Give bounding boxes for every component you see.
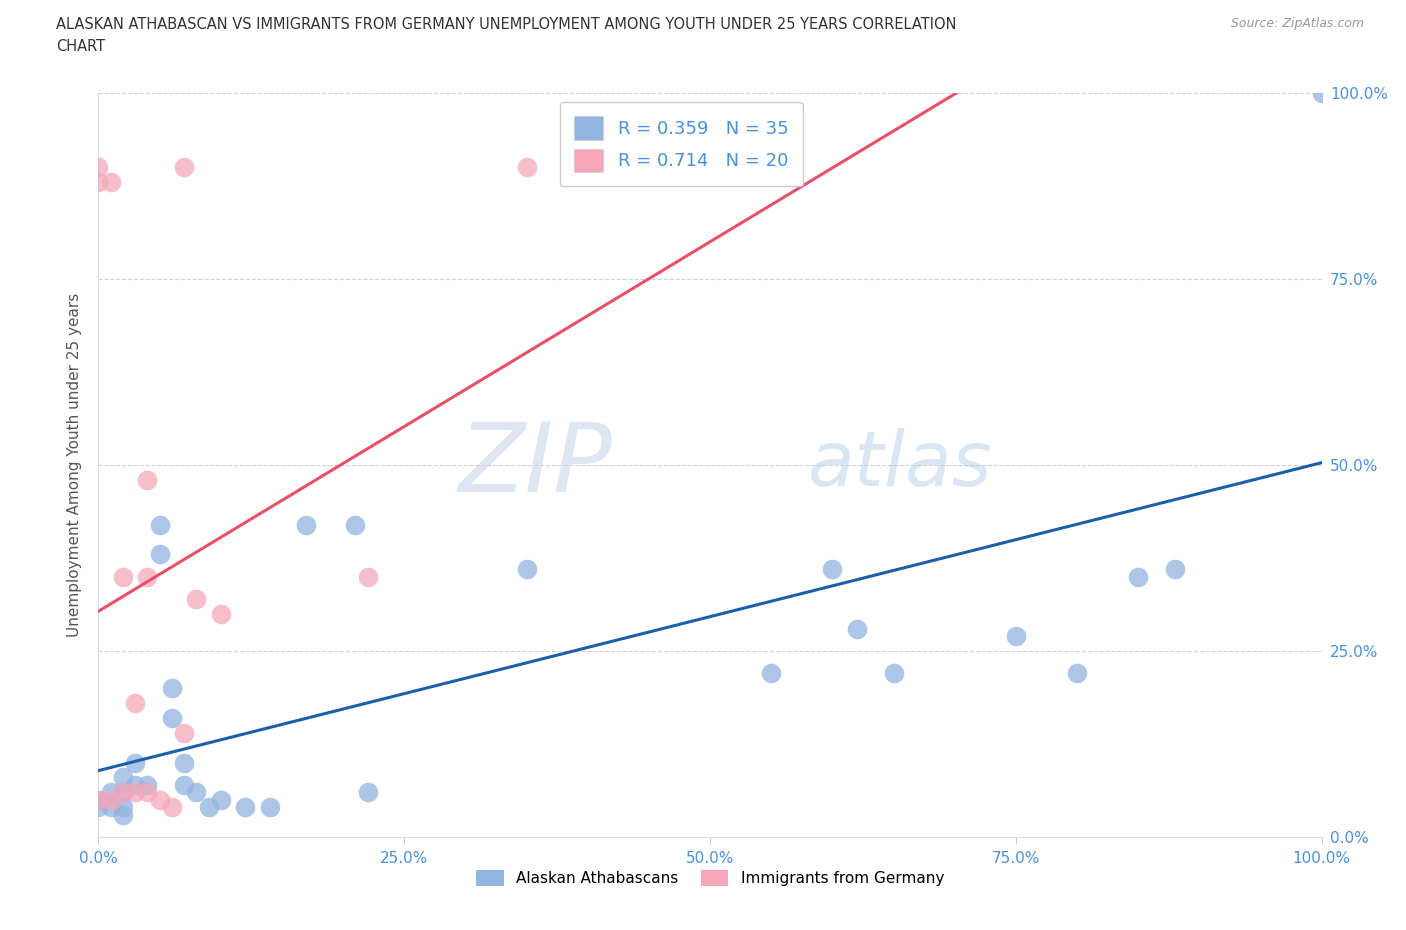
Point [515,160,537,175]
Point [160,711,183,725]
Point [344,517,367,532]
Y-axis label: Unemployment Among Youth under 25 years: Unemployment Among Youth under 25 years [67,293,83,637]
Point [1310,86,1333,100]
Text: atlas: atlas [808,428,993,502]
Point [136,785,159,800]
Point [149,792,172,807]
Point [100,175,122,190]
Point [186,785,208,800]
Point [136,569,159,584]
Point [87,160,110,175]
Point [100,785,122,800]
Point [111,807,134,822]
Point [136,472,159,487]
Point [87,175,110,190]
Text: ALASKAN ATHABASCAN VS IMMIGRANTS FROM GERMANY UNEMPLOYMENT AMONG YOUTH UNDER 25 : ALASKAN ATHABASCAN VS IMMIGRANTS FROM GE… [56,17,956,32]
Point [149,547,172,562]
Point [209,606,232,621]
Point [100,792,122,807]
Point [111,800,134,815]
Point [233,800,256,815]
Point [821,562,844,577]
Point [209,792,232,807]
Point [173,725,195,740]
Point [124,755,146,770]
Point [124,777,146,792]
Legend: Alaskan Athabascans, Immigrants from Germany: Alaskan Athabascans, Immigrants from Ger… [470,864,950,893]
Point [111,569,134,584]
Text: Source: ZipAtlas.com: Source: ZipAtlas.com [1230,17,1364,30]
Point [87,792,110,807]
Point [1128,569,1150,584]
Text: ZIP: ZIP [458,418,612,512]
Point [1164,562,1187,577]
Point [761,666,783,681]
Point [111,785,134,800]
Point [111,770,134,785]
Point [87,800,110,815]
Point [136,777,159,792]
Point [356,785,378,800]
Point [1004,629,1026,644]
Point [197,800,219,815]
Point [100,800,122,815]
Point [111,785,134,800]
Point [149,517,172,532]
Point [356,569,378,584]
Point [173,160,195,175]
Point [515,562,537,577]
Point [295,517,318,532]
Point [160,800,183,815]
Point [87,792,110,807]
Point [173,777,195,792]
Point [883,666,905,681]
Point [845,621,868,636]
Point [124,785,146,800]
Point [259,800,281,815]
Point [1066,666,1088,681]
Point [160,681,183,696]
Point [173,755,195,770]
Point [186,591,208,606]
Point [124,696,146,711]
Text: CHART: CHART [56,39,105,54]
